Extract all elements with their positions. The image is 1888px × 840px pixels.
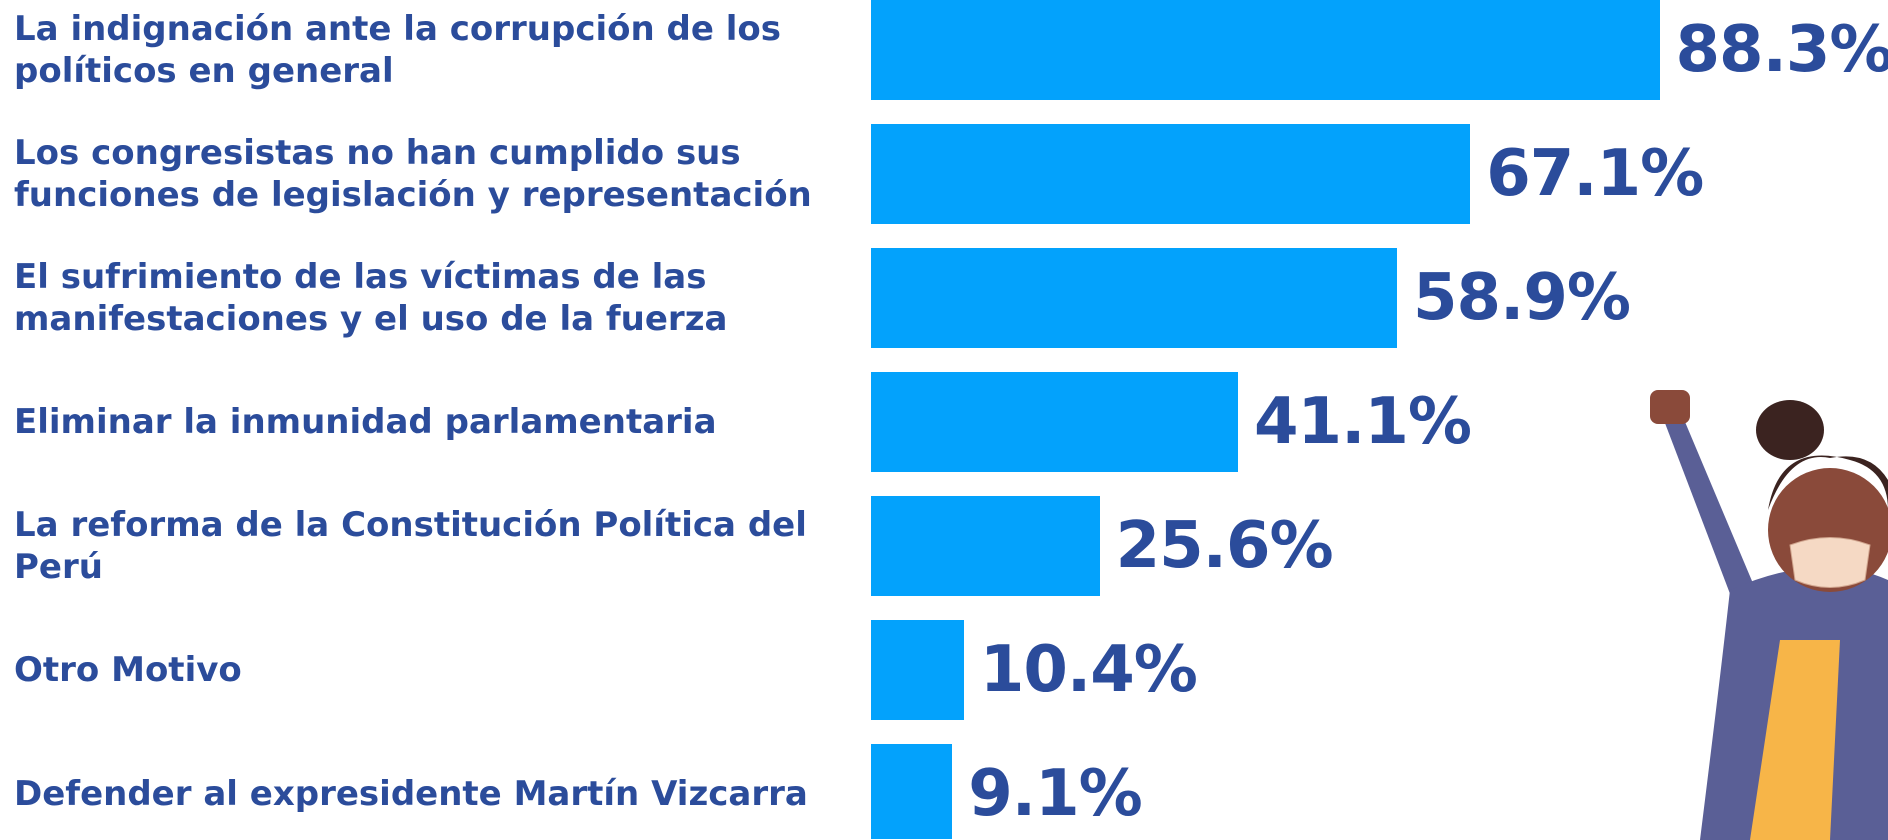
chart: La indignación ante la corrupción de los…	[0, 0, 1888, 839]
category-label: La reforma de la Constitución Política d…	[14, 504, 814, 588]
bar	[871, 124, 1470, 224]
category-label: Otro Motivo	[14, 649, 814, 691]
bar	[871, 496, 1100, 596]
value-label: 88.3%	[1676, 13, 1888, 87]
value-label: 10.4%	[980, 633, 1197, 707]
category-label: Eliminar la inmunidad parlamentaria	[14, 401, 814, 443]
bar	[871, 248, 1397, 348]
bar	[871, 372, 1238, 472]
bar	[871, 744, 952, 839]
bar	[871, 0, 1660, 100]
illustration	[1640, 380, 1888, 840]
bar	[871, 620, 964, 720]
value-label: 67.1%	[1486, 137, 1703, 211]
category-label: La indignación ante la corrupción de los…	[14, 8, 814, 92]
category-label: Defender al expresidente Martín Vizcarra	[14, 773, 814, 815]
value-label: 41.1%	[1254, 385, 1471, 459]
value-label: 58.9%	[1413, 261, 1630, 335]
category-label: El sufrimiento de las víctimas de las ma…	[14, 256, 814, 340]
value-label: 9.1%	[968, 757, 1142, 831]
value-label: 25.6%	[1116, 509, 1333, 583]
page: {"chart_data": {"type": "bar", "orientat…	[0, 0, 1888, 839]
category-label: Los congresistas no han cumplido sus fun…	[14, 132, 814, 216]
